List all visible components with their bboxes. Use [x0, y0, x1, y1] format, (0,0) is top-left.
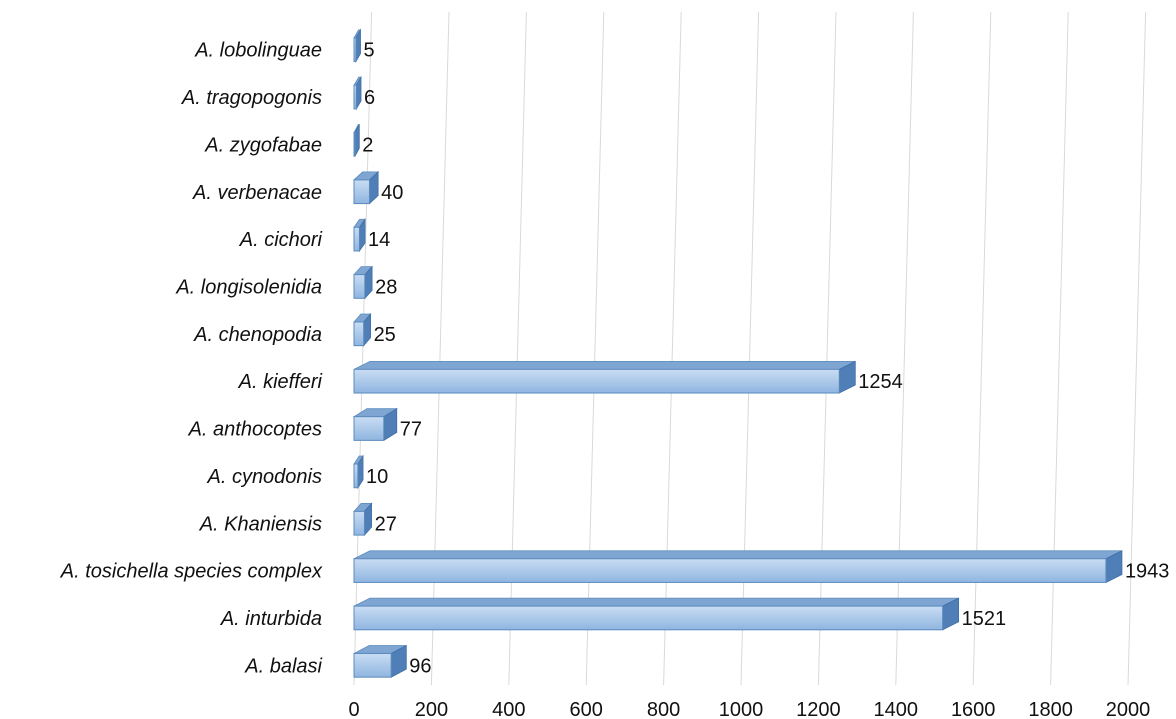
x-tick-label: 2000 [1106, 699, 1151, 719]
bar-front-face [353, 558, 1107, 583]
bar-value-label: 1254 [858, 371, 903, 393]
bar: 27 [353, 502, 397, 537]
bar: 96 [353, 644, 432, 678]
bar-value-label: 6 [364, 87, 375, 109]
x-tick-label: 800 [647, 699, 680, 719]
x-tick-label: 1000 [719, 699, 764, 719]
bar-value-label: 96 [409, 655, 431, 677]
bar-value-label: 10 [366, 466, 388, 488]
bar-value-label: 5 [364, 40, 375, 62]
category-label: A. tosichella species complex [60, 561, 323, 583]
x-tick-label: 200 [415, 699, 448, 719]
bar: 5 [353, 28, 375, 64]
x-axis: 0 200 400 600 800 1000 1200 1400 1600 1800 2000 [348, 699, 1150, 719]
bar: 40 [352, 170, 403, 205]
bar: 14 [353, 218, 390, 253]
bars: 5 6 2 40 14 28 25 1254 77 10 27 1943 1521 96 [352, 28, 1170, 678]
bar-value-label: 14 [368, 229, 390, 251]
gridline [1050, 11, 1069, 686]
bar: 28 [353, 265, 397, 300]
category-label: A. anthocoptes [188, 419, 322, 441]
x-tick-label: 1400 [874, 699, 919, 719]
x-tick-label: 600 [570, 699, 603, 719]
bar-value-label: 28 [375, 276, 397, 298]
x-tick-label: 1600 [951, 699, 996, 719]
bar-value-label: 27 [375, 513, 397, 535]
bar: 1254 [353, 360, 903, 394]
bar: 25 [353, 312, 396, 347]
bar-front-face [353, 416, 385, 441]
bar-front-face [353, 179, 370, 205]
bar: 6 [353, 75, 375, 111]
bar-front-face [353, 510, 365, 536]
bar-front-face [353, 463, 359, 489]
category-label: A. tragopogonis [181, 87, 322, 109]
gridline [895, 11, 914, 686]
bar-value-label: 77 [400, 419, 422, 441]
bar-top-face [353, 597, 959, 607]
bar: 77 [352, 407, 422, 442]
category-label: A. inturbida [220, 608, 322, 630]
x-tick-label: 0 [348, 699, 359, 719]
category-label: A. zygofabae [204, 134, 322, 156]
gridline [817, 11, 837, 686]
category-label: A. cynodonis [206, 466, 322, 488]
category-label: A. Khaniensis [199, 513, 322, 535]
bar-front-face [353, 226, 360, 252]
x-tick-label: 1800 [1028, 699, 1073, 719]
bar-front-face [353, 321, 365, 347]
bar: 10 [353, 454, 388, 490]
gridline [353, 11, 373, 686]
category-label: A. balasi [244, 655, 322, 677]
bar-front-face [353, 84, 357, 110]
x-tick-label: 1200 [796, 699, 841, 719]
bar-value-label: 1521 [962, 608, 1007, 630]
bar: 1943 [353, 550, 1170, 584]
bar-top-face [353, 550, 1123, 560]
bar-front-face [353, 652, 392, 678]
gridline [972, 11, 992, 686]
category-label: A. kiefferi [238, 371, 323, 393]
category-label: A. chenopodia [193, 324, 322, 346]
bar-value-label: 2 [362, 134, 373, 156]
bar-top-face [353, 360, 856, 370]
bar-value-label: 1943 [1125, 561, 1170, 583]
bar: 2 [353, 124, 373, 157]
gridline [1127, 11, 1147, 686]
bar-front-face [353, 605, 944, 631]
category-labels: A. lobolinguae A. tragopogonis A. zygofaba… [60, 40, 323, 678]
gridline [663, 11, 682, 686]
gridline [430, 11, 450, 686]
x-tick-label: 400 [492, 699, 525, 719]
category-label: A. cichori [239, 229, 323, 251]
category-label: A. verbenacae [192, 182, 322, 204]
gridline [508, 11, 527, 686]
category-label: A. longisolenidia [175, 276, 322, 298]
bar-value-label: 40 [381, 182, 403, 204]
bar-value-label: 25 [374, 324, 396, 346]
category-label: A. lobolinguae [194, 40, 322, 62]
bar-front-face [353, 274, 366, 299]
bar: 1521 [353, 597, 1007, 631]
gridlines [353, 11, 1147, 686]
bar-front-face [353, 368, 840, 394]
bar-front-face [353, 37, 357, 63]
bar-front-face [353, 132, 356, 157]
gridline [740, 11, 760, 686]
gridline [585, 11, 605, 686]
